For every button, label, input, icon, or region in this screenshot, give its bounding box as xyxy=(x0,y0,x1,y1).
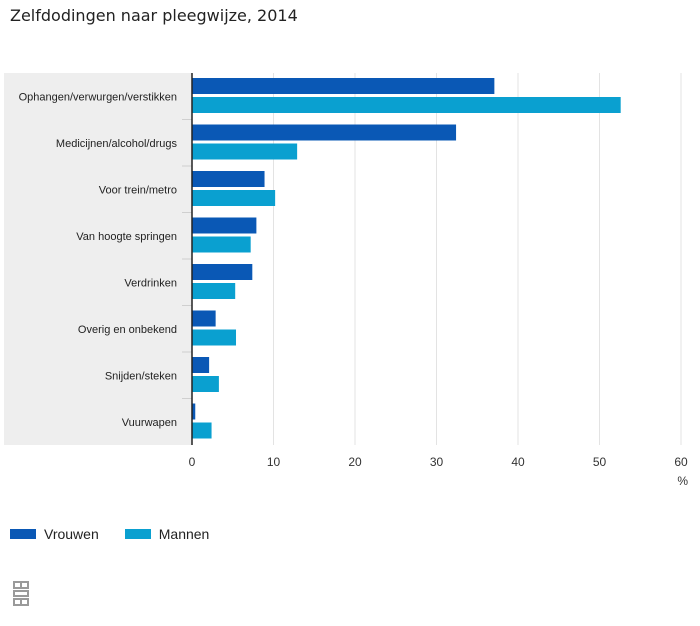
legend: Vrouwen Mannen xyxy=(10,526,209,542)
category-label: Overig en onbekend xyxy=(78,324,177,336)
legend-item-mannen: Mannen xyxy=(124,526,210,542)
category-label: Verdrinken xyxy=(124,277,177,289)
bar-mannen xyxy=(192,97,621,113)
legend-item-vrouwen: Vrouwen xyxy=(10,526,99,542)
x-tick-label: 40 xyxy=(511,455,525,469)
legend-label-mannen: Mannen xyxy=(158,526,210,542)
x-tick-label: 50 xyxy=(593,455,607,469)
legend-swatch-vrouwen xyxy=(10,529,36,539)
bar-vrouwen xyxy=(192,357,210,373)
bar-mannen xyxy=(192,143,298,160)
x-tick-label: 10 xyxy=(267,455,281,469)
bar-mannen xyxy=(192,283,236,299)
category-label: Vuurwapen xyxy=(122,417,177,429)
x-tick-label: 20 xyxy=(348,455,362,469)
x-tick-label: 30 xyxy=(430,455,444,469)
x-axis-label: % xyxy=(677,474,688,488)
category-label: Van hoogte springen xyxy=(76,231,177,243)
bar-mannen xyxy=(192,422,212,439)
bar-vrouwen xyxy=(192,264,253,280)
bar-chart: 0 10 20 30 40 50 60% Ophangen/verwurgen/verstik… xyxy=(4,73,688,488)
category-label: Medicijnen/alcohol/drugs xyxy=(56,138,178,150)
bar-mannen xyxy=(192,236,251,253)
legend-label-vrouwen: Vrouwen xyxy=(44,526,99,542)
bar-mannen xyxy=(192,190,276,206)
category-label: Ophangen/verwurgen/verstikken xyxy=(19,91,177,103)
bar-vrouwen xyxy=(192,403,196,420)
bar-vrouwen xyxy=(192,171,265,187)
x-tick-label: 0 xyxy=(189,455,196,469)
bar-vrouwen xyxy=(192,310,216,327)
bar-mannen xyxy=(192,376,219,392)
bar-vrouwen xyxy=(192,124,457,141)
legend-swatch-mannen xyxy=(124,529,151,539)
category-panel xyxy=(4,73,192,445)
x-tick-label: 60 xyxy=(674,455,688,469)
bar-vrouwen xyxy=(192,78,495,94)
category-label: Snijden/steken xyxy=(105,370,177,382)
category-label: Voor trein/metro xyxy=(99,184,177,196)
bar-vrouwen xyxy=(192,217,257,234)
cbs-logo-icon xyxy=(13,581,29,606)
chart-title: Zelfdodingen naar pleegwijze, 2014 xyxy=(10,6,298,25)
bar-mannen xyxy=(192,329,237,346)
